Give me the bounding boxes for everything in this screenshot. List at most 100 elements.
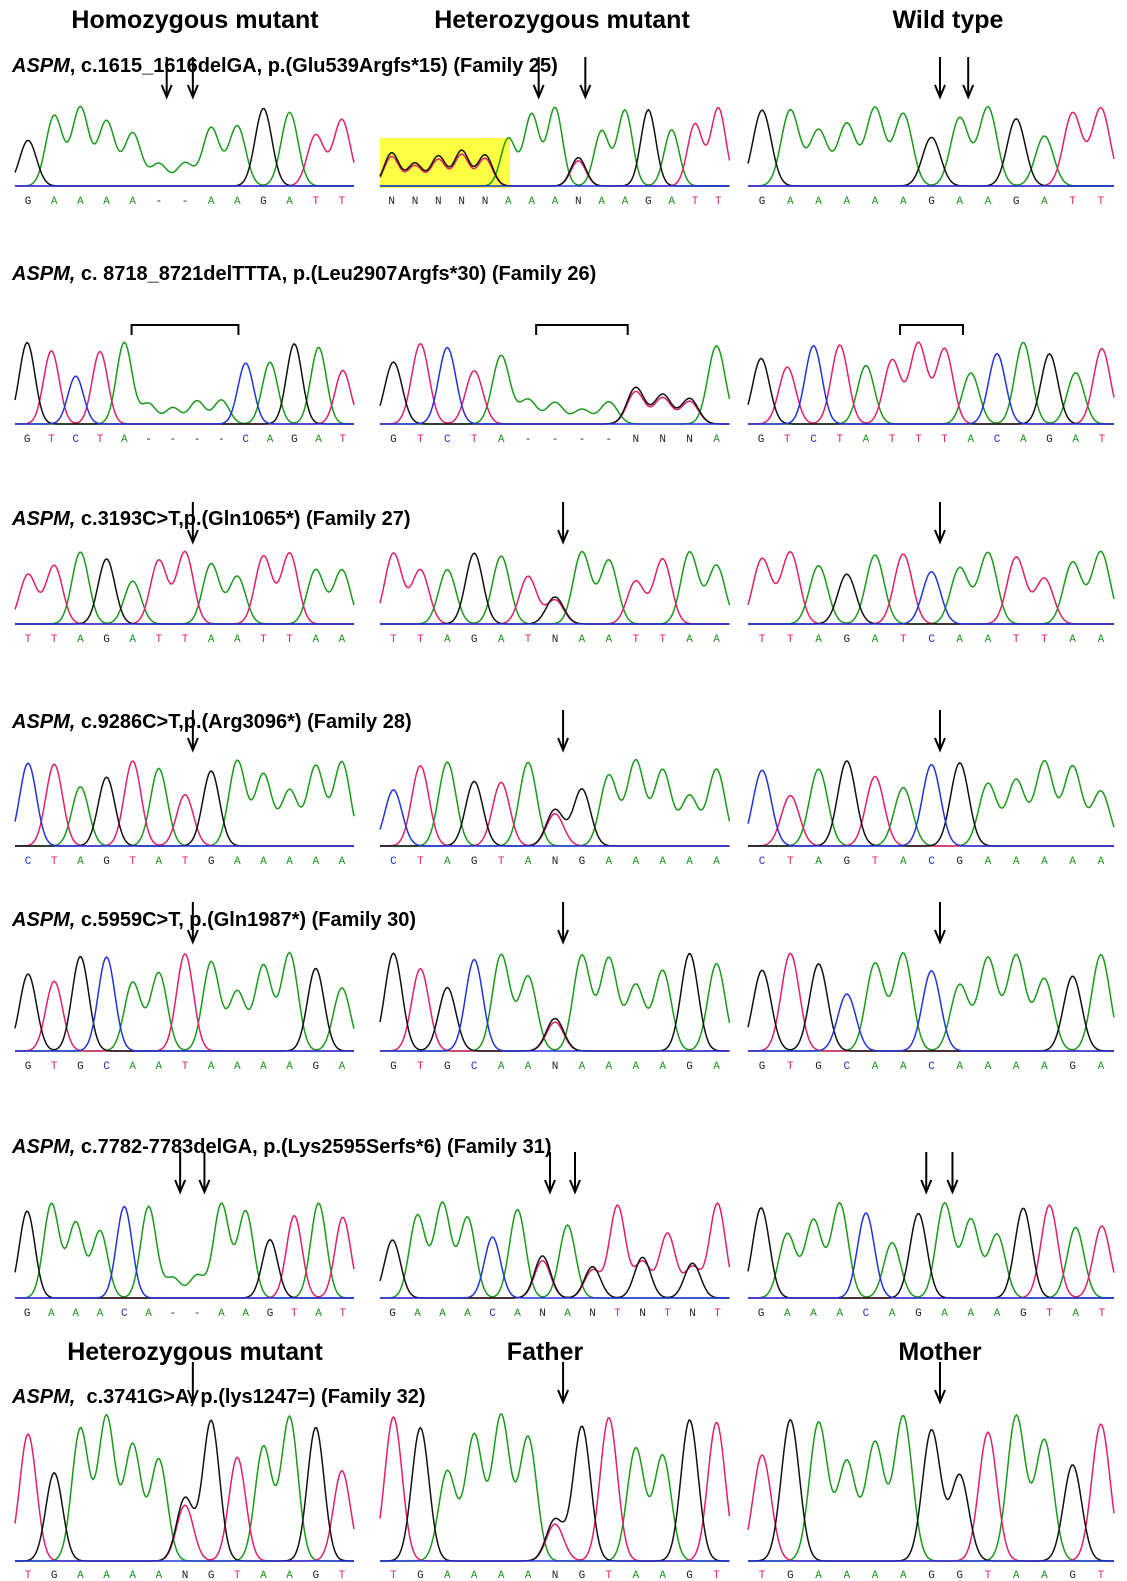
base-call: A	[900, 196, 907, 208]
base-call: A	[1069, 634, 1076, 646]
base-call: A	[286, 1061, 293, 1073]
base-call: A	[713, 434, 720, 446]
base-call: A	[260, 856, 267, 868]
base-call: -	[170, 434, 177, 446]
base-call: A	[985, 196, 992, 208]
base-call: A	[525, 1061, 532, 1073]
base-call: C	[121, 1308, 128, 1320]
base-call: N	[659, 434, 666, 446]
base-call: A	[889, 1308, 896, 1320]
base-call: T	[182, 1061, 189, 1073]
base-call: A	[659, 1570, 666, 1581]
base-call: A	[129, 1061, 136, 1073]
base-call: A	[1072, 434, 1079, 446]
trace	[748, 1420, 1114, 1561]
base-call: A	[528, 196, 535, 208]
base-call: A	[579, 1061, 586, 1073]
base-call: C	[863, 1308, 870, 1320]
base-call: T	[614, 1308, 621, 1320]
base-call: N	[182, 1570, 189, 1581]
base-call: A	[312, 856, 319, 868]
base-call: G	[103, 856, 110, 868]
base-call: A	[985, 1061, 992, 1073]
gene-name: ASPM,	[11, 711, 75, 733]
base-call: -	[194, 1308, 201, 1320]
base-call: T	[759, 1570, 766, 1581]
base-call: A	[1098, 1061, 1105, 1073]
trace	[748, 761, 1114, 846]
base-call: G	[444, 1061, 451, 1073]
base-call: N	[632, 434, 639, 446]
base-call: A	[339, 634, 346, 646]
trace	[15, 119, 354, 186]
base-call: A	[872, 196, 879, 208]
base-call: A	[267, 434, 274, 446]
base-call: A	[444, 856, 451, 868]
column-header: Wild type	[893, 6, 1004, 34]
base-call: A	[622, 196, 629, 208]
base-call: C	[994, 434, 1001, 446]
base-call: C	[810, 434, 817, 446]
base-call: C	[471, 1061, 478, 1073]
base-call: N	[435, 196, 442, 208]
base-call: T	[97, 434, 104, 446]
base-call: G	[417, 1570, 424, 1581]
gene-name: ASPM,	[11, 1386, 75, 1408]
base-call: A	[1013, 1570, 1020, 1581]
base-call: A	[985, 856, 992, 868]
base-call: T	[417, 1061, 424, 1073]
base-call: A	[260, 1061, 267, 1073]
base-call: A	[900, 1570, 907, 1581]
base-call: A	[956, 196, 963, 208]
base-call: G	[208, 856, 215, 868]
base-call: T	[889, 434, 896, 446]
base-call: A	[97, 1308, 104, 1320]
base-call: T	[339, 196, 346, 208]
trace	[748, 777, 1114, 847]
base-call: G	[208, 1570, 215, 1581]
base-call: A	[956, 634, 963, 646]
base-call: G	[1069, 1061, 1076, 1073]
base-call: A	[156, 1061, 163, 1073]
trace	[15, 1415, 354, 1561]
trace	[748, 1213, 1114, 1298]
base-call: T	[715, 196, 722, 208]
column-header: Homozygous mutant	[71, 6, 319, 34]
gene-name: ASPM,	[11, 508, 75, 530]
base-call: A	[129, 196, 136, 208]
base-call: A	[218, 1308, 225, 1320]
base-call: A	[1013, 856, 1020, 868]
base-call: A	[514, 1308, 521, 1320]
trace	[748, 765, 1114, 846]
base-call: A	[968, 1308, 975, 1320]
base-call: T	[156, 634, 163, 646]
base-call: N	[639, 1308, 646, 1320]
variant-title: ASPM, c.1615_1616delGA, p.(Glu539Argfs*1…	[11, 55, 558, 77]
trace	[15, 1420, 354, 1561]
base-call: T	[51, 856, 58, 868]
base-call: G	[389, 1308, 396, 1320]
base-call: A	[810, 1308, 817, 1320]
base-call: A	[505, 196, 512, 208]
base-call: N	[458, 196, 465, 208]
base-call: A	[1041, 1570, 1048, 1581]
bracket	[900, 325, 963, 335]
trace	[748, 1415, 1114, 1561]
base-call: N	[388, 196, 395, 208]
base-call: G	[471, 856, 478, 868]
base-call: A	[941, 1308, 948, 1320]
base-call: A	[464, 1308, 471, 1320]
base-call: N	[589, 1308, 596, 1320]
base-call: A	[579, 634, 586, 646]
base-call: A	[286, 856, 293, 868]
base-call: A	[498, 1570, 505, 1581]
trace	[748, 761, 1114, 846]
column-header: Mother	[898, 1338, 982, 1366]
base-call: A	[815, 1570, 822, 1581]
base-call: A	[208, 196, 215, 208]
base-call: T	[1069, 196, 1076, 208]
figure: Homozygous mutantHeterozygous mutantWild…	[0, 0, 1127, 1581]
base-call: T	[659, 634, 666, 646]
base-call: A	[1020, 434, 1027, 446]
base-call: T	[664, 1308, 671, 1320]
